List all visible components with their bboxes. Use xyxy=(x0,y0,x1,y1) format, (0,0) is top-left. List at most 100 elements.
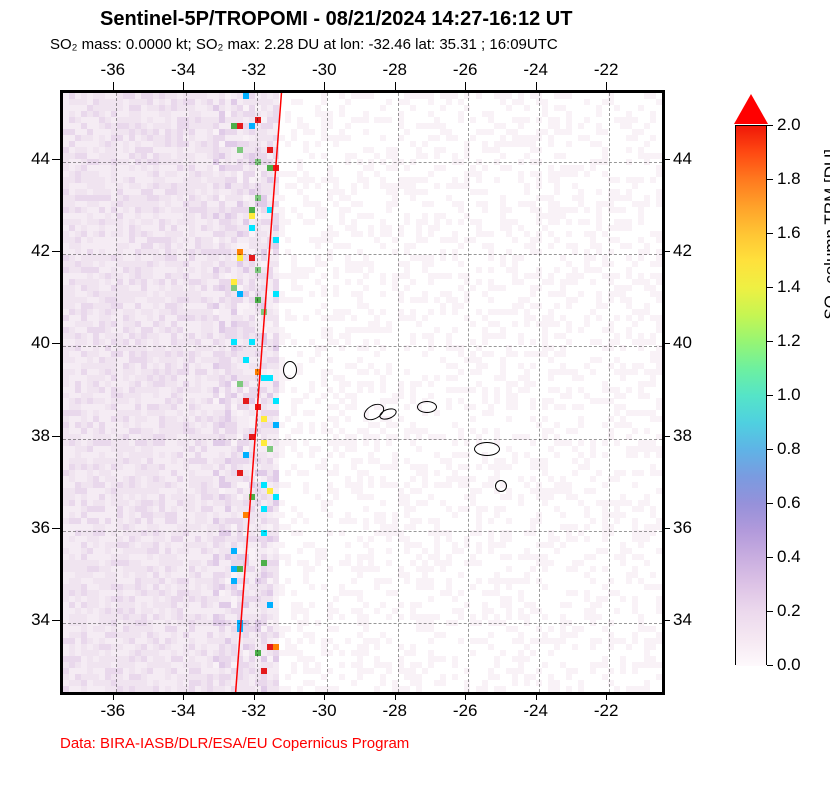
data-pixel xyxy=(374,584,380,590)
data-pixel xyxy=(428,279,434,285)
data-pixel xyxy=(398,602,404,608)
data-pixel xyxy=(422,500,428,506)
data-pixel xyxy=(482,363,488,369)
data-pixel xyxy=(512,404,518,410)
data-pixel xyxy=(452,662,458,668)
data-pixel xyxy=(506,464,512,470)
data-pixel xyxy=(315,243,321,249)
data-pixel xyxy=(500,650,506,656)
data-pixel xyxy=(446,99,452,105)
data-pixel xyxy=(518,500,524,506)
data-pixel xyxy=(345,339,351,345)
data-pixel xyxy=(345,123,351,129)
data-pixel xyxy=(303,315,309,321)
data-pixel xyxy=(297,638,303,644)
data-pixel xyxy=(279,500,285,506)
data-pixel xyxy=(518,123,524,129)
data-pixel xyxy=(476,560,482,566)
data-pixel xyxy=(309,566,315,572)
data-pixel xyxy=(386,668,392,674)
data-pixel xyxy=(488,267,494,273)
data-pixel xyxy=(476,488,482,494)
data-pixel xyxy=(351,404,357,410)
data-pixel xyxy=(309,452,315,458)
data-pixel xyxy=(428,231,434,237)
data-pixel xyxy=(458,369,464,375)
data-pixel xyxy=(291,410,297,416)
data-pixel xyxy=(476,464,482,470)
data-pixel xyxy=(506,566,512,572)
data-pixel xyxy=(363,183,369,189)
data-pixel xyxy=(374,566,380,572)
data-pixel xyxy=(440,656,446,662)
data-pixel xyxy=(434,470,440,476)
data-pixel xyxy=(297,428,303,434)
data-pixel xyxy=(303,470,309,476)
data-pixel xyxy=(297,686,303,692)
chart-subtitle: SO₂ mass: 0.0000 kt; SO₂ max: 2.28 DU at… xyxy=(50,36,558,53)
data-pixel xyxy=(368,267,374,273)
data-pixel xyxy=(458,590,464,596)
data-pixel xyxy=(351,189,357,195)
data-pixel xyxy=(458,117,464,123)
data-pixel xyxy=(488,548,494,554)
data-pixel xyxy=(297,398,303,404)
data-pixel xyxy=(470,476,476,482)
data-pixel xyxy=(458,638,464,644)
data-pixel xyxy=(380,291,386,297)
data-pixel xyxy=(422,189,428,195)
data-pixel xyxy=(524,321,530,327)
data-pixel xyxy=(345,381,351,387)
data-pixel xyxy=(285,470,291,476)
data-pixel xyxy=(380,500,386,506)
data-pixel xyxy=(512,680,518,686)
data-pixel xyxy=(374,644,380,650)
data-pixel xyxy=(404,686,410,692)
data-pixel xyxy=(440,255,446,261)
data-pixel xyxy=(500,285,506,291)
data-pixel xyxy=(285,482,291,488)
data-pixel xyxy=(452,674,458,680)
data-pixel xyxy=(309,584,315,590)
data-pixel xyxy=(345,416,351,422)
data-pixel xyxy=(303,273,309,279)
data-pixel xyxy=(339,315,345,321)
data-pixel xyxy=(512,321,518,327)
data-pixel xyxy=(291,668,297,674)
data-pixel xyxy=(416,518,422,524)
data-pixel xyxy=(398,231,404,237)
data-pixel xyxy=(524,105,530,111)
data-pixel xyxy=(315,351,321,357)
data-pixel xyxy=(380,680,386,686)
data-pixel xyxy=(386,560,392,566)
data-pixel xyxy=(440,165,446,171)
data-pixel xyxy=(386,207,392,213)
data-pixel xyxy=(434,225,440,231)
data-pixel xyxy=(357,357,363,363)
data-pixel xyxy=(488,351,494,357)
data-pixel xyxy=(422,237,428,243)
data-pixel xyxy=(321,584,327,590)
data-pixel xyxy=(440,105,446,111)
data-pixel xyxy=(345,99,351,105)
data-pixel xyxy=(404,548,410,554)
data-pixel xyxy=(309,387,315,393)
data-pixel xyxy=(416,488,422,494)
map-plot-area xyxy=(63,93,662,692)
map-frame xyxy=(60,90,665,695)
data-pixel xyxy=(416,381,422,387)
data-pixel xyxy=(476,279,482,285)
data-pixel xyxy=(416,321,422,327)
data-pixel xyxy=(500,686,506,692)
data-pixel xyxy=(368,93,374,99)
data-pixel xyxy=(470,237,476,243)
data-pixel xyxy=(386,578,392,584)
data-pixel xyxy=(339,674,345,680)
data-pixel xyxy=(368,668,374,674)
data-pixel xyxy=(303,393,309,399)
data-pixel xyxy=(333,291,339,297)
data-pixel xyxy=(291,590,297,596)
data-pixel xyxy=(404,369,410,375)
data-pixel xyxy=(321,554,327,560)
data-pixel xyxy=(357,458,363,464)
